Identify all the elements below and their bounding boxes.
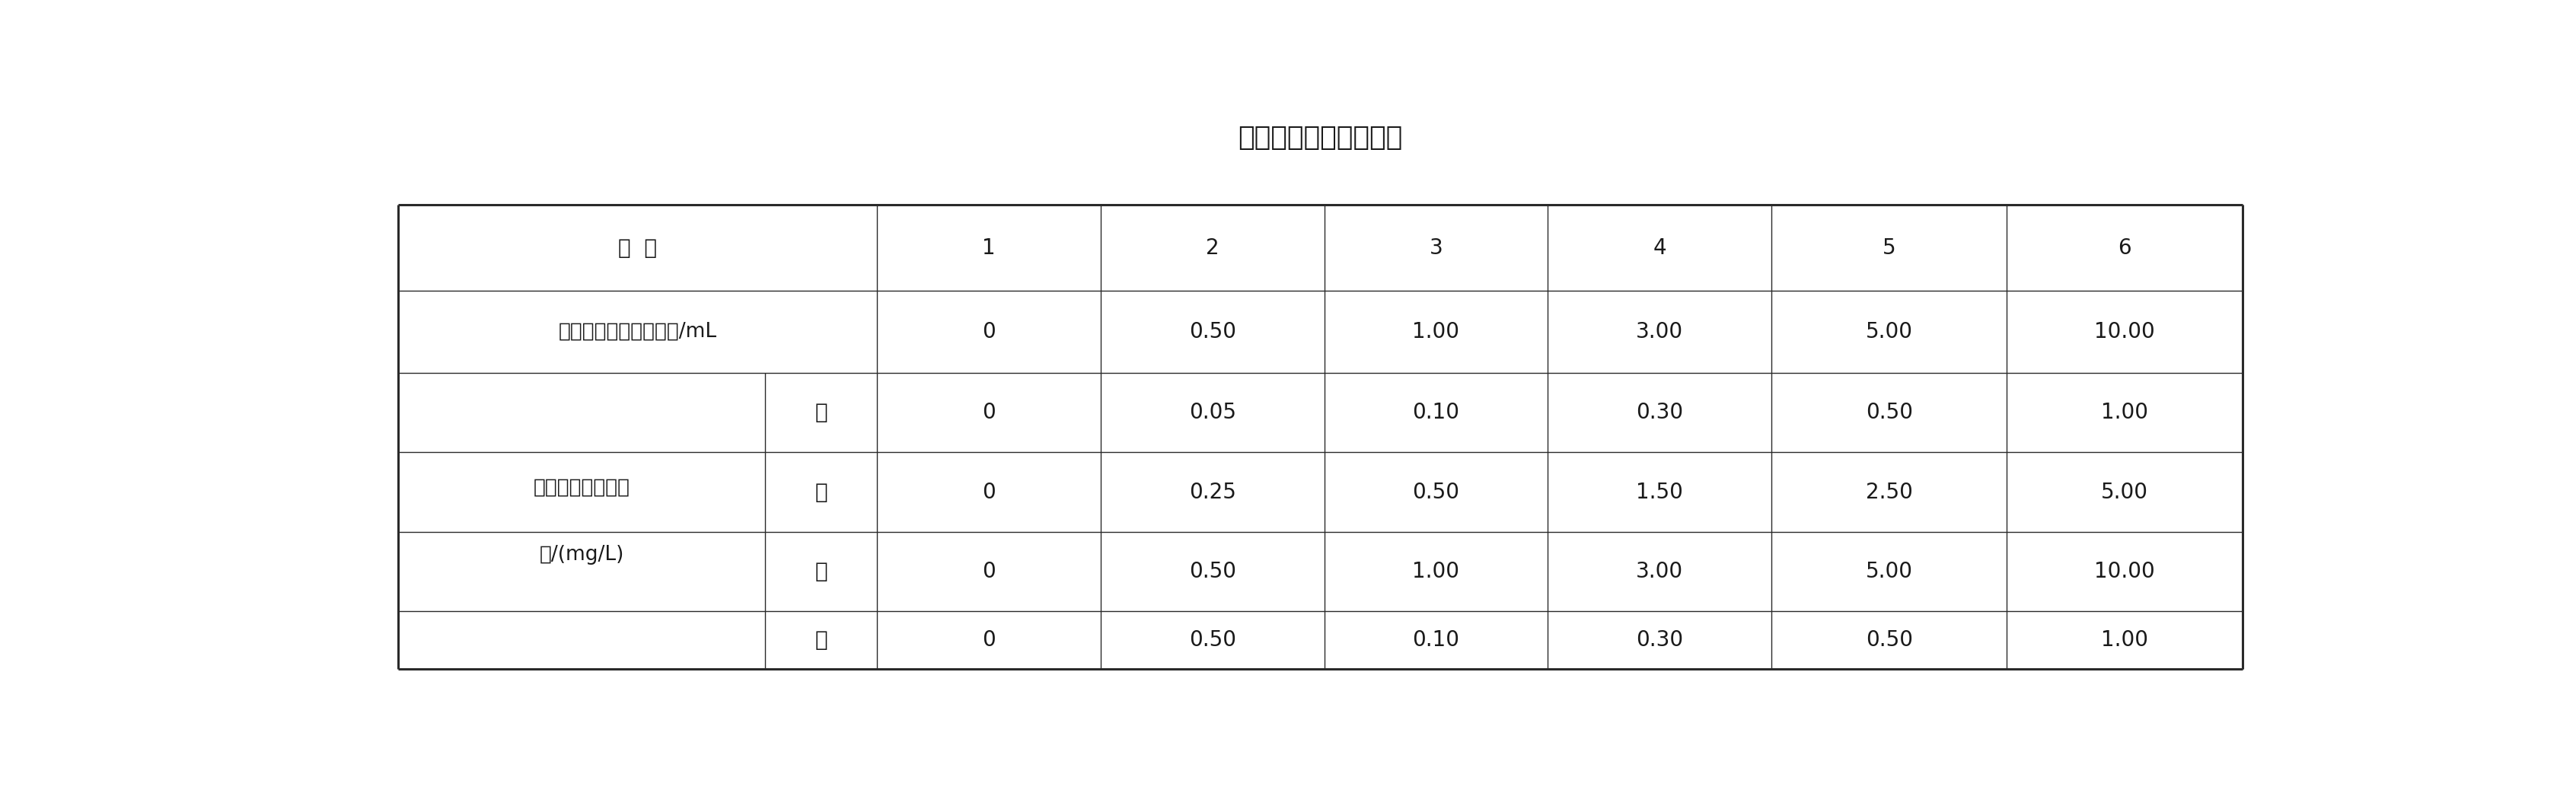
Text: 0.50: 0.50 xyxy=(1188,561,1236,582)
Text: 0.50: 0.50 xyxy=(1865,402,1914,423)
Text: 0.30: 0.30 xyxy=(1636,630,1682,651)
Text: 镉: 镉 xyxy=(814,402,827,423)
Text: 5.00: 5.00 xyxy=(2102,481,2148,503)
Text: 1.00: 1.00 xyxy=(1412,561,1461,582)
Text: 锌: 锌 xyxy=(814,630,827,651)
Text: 1.00: 1.00 xyxy=(1412,321,1461,343)
Text: 0.05: 0.05 xyxy=(1188,402,1236,423)
Text: 标准系列的配制和浓度: 标准系列的配制和浓度 xyxy=(1239,125,1401,151)
Text: 混合标准使用溶液体积/mL: 混合标准使用溶液体积/mL xyxy=(559,322,716,342)
Text: 0: 0 xyxy=(981,630,994,651)
Text: 3.00: 3.00 xyxy=(1636,561,1682,582)
Text: 6: 6 xyxy=(2117,237,2130,259)
Text: 标准系列各金属浓: 标准系列各金属浓 xyxy=(533,477,631,497)
Text: 0: 0 xyxy=(981,481,994,503)
Text: 0.50: 0.50 xyxy=(1188,321,1236,343)
Text: 3: 3 xyxy=(1430,237,1443,259)
Text: 10.00: 10.00 xyxy=(2094,561,2156,582)
Text: 0.10: 0.10 xyxy=(1412,402,1461,423)
Text: 5.00: 5.00 xyxy=(1865,561,1914,582)
Text: 1: 1 xyxy=(981,237,994,259)
Text: 0: 0 xyxy=(981,402,994,423)
Text: 1.00: 1.00 xyxy=(2102,402,2148,423)
Text: 0: 0 xyxy=(981,561,994,582)
Text: 铜: 铜 xyxy=(814,481,827,503)
Text: 铅: 铅 xyxy=(814,561,827,582)
Text: 5.00: 5.00 xyxy=(1865,321,1914,343)
Text: 0.25: 0.25 xyxy=(1190,481,1236,503)
Text: 2.50: 2.50 xyxy=(1865,481,1914,503)
Text: 序  号: 序 号 xyxy=(618,237,657,259)
Text: 0.50: 0.50 xyxy=(1865,630,1914,651)
Text: 0.50: 0.50 xyxy=(1188,630,1236,651)
Text: 1.50: 1.50 xyxy=(1636,481,1682,503)
Text: 10.00: 10.00 xyxy=(2094,321,2156,343)
Text: 0.10: 0.10 xyxy=(1412,630,1461,651)
Text: 1.00: 1.00 xyxy=(2102,630,2148,651)
Text: 0.30: 0.30 xyxy=(1636,402,1682,423)
Text: 5: 5 xyxy=(1883,237,1896,259)
Text: 3.00: 3.00 xyxy=(1636,321,1682,343)
Text: 度/(mg/L): 度/(mg/L) xyxy=(538,545,623,565)
Text: 0.50: 0.50 xyxy=(1412,481,1461,503)
Text: 0: 0 xyxy=(981,321,994,343)
Text: 4: 4 xyxy=(1654,237,1667,259)
Text: 2: 2 xyxy=(1206,237,1218,259)
